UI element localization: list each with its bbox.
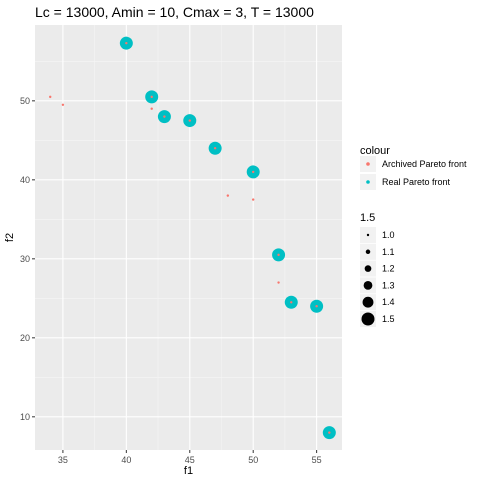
legend-size-label: 1.0 bbox=[382, 230, 395, 240]
x-tick-label: 45 bbox=[185, 455, 195, 465]
x-tick-label: 50 bbox=[248, 455, 258, 465]
legend-size-label: 1.4 bbox=[382, 297, 395, 307]
legend-size-swatch bbox=[365, 249, 371, 255]
archived-pareto-front-point bbox=[150, 107, 153, 110]
archived-pareto-front-point bbox=[150, 95, 153, 99]
archived-pareto-front-point bbox=[251, 170, 255, 174]
legend-colour-swatch bbox=[366, 180, 370, 184]
archived-pareto-front-point bbox=[226, 194, 230, 197]
y-tick-label: 30 bbox=[20, 254, 30, 264]
archived-pareto-front-point bbox=[213, 147, 217, 150]
legend-colour-keys: Archived Pareto front Real Pareto front bbox=[360, 156, 467, 190]
legend-colour-label: Real Pareto front bbox=[382, 177, 451, 187]
points-layer bbox=[49, 36, 336, 440]
x-tick-label: 40 bbox=[121, 455, 131, 465]
legend-colour-swatch bbox=[366, 162, 370, 166]
plot-panel bbox=[35, 25, 342, 450]
legend-colour-label: Archived Pareto front bbox=[382, 159, 467, 169]
y-axis-title: f2 bbox=[4, 233, 16, 242]
y-tick-label: 10 bbox=[20, 412, 30, 422]
legend-size-swatch bbox=[364, 265, 372, 272]
archived-pareto-front-point bbox=[290, 301, 293, 304]
archived-pareto-front-point bbox=[125, 41, 128, 45]
archived-pareto-front-point bbox=[188, 119, 191, 122]
x-tick-label: 35 bbox=[58, 455, 68, 465]
legend-size-title: 1.5 bbox=[360, 212, 375, 224]
legend-size-label: 1.5 bbox=[382, 314, 395, 324]
x-tick-label: 55 bbox=[312, 455, 322, 465]
legend-size-keys: 1.0 1.1 1.2 1.3 1.4 1.5 bbox=[360, 227, 395, 327]
legend-colour-title: colour bbox=[360, 145, 390, 157]
archived-pareto-front-point bbox=[251, 198, 255, 201]
legend-size-label: 1.3 bbox=[382, 280, 395, 290]
archived-pareto-front-point bbox=[163, 115, 166, 118]
x-axis-title: f1 bbox=[184, 465, 193, 477]
y-tick-label: 20 bbox=[20, 333, 30, 343]
legend-size-label: 1.1 bbox=[382, 247, 395, 257]
axis-ticks: 35 40 45 50 55 10 20 30 40 50 bbox=[20, 96, 322, 465]
archived-pareto-front-point bbox=[61, 103, 65, 106]
grid-major bbox=[35, 25, 342, 450]
legend-size-swatch bbox=[366, 233, 370, 237]
legend-size-label: 1.2 bbox=[382, 264, 395, 274]
chart-title: Lc = 13000, Amin = 10, Cmax = 3, T = 130… bbox=[35, 4, 314, 20]
y-tick-label: 40 bbox=[20, 175, 30, 185]
archived-pareto-front-point bbox=[277, 253, 280, 257]
archived-pareto-front-point bbox=[277, 281, 280, 284]
y-tick-label: 50 bbox=[20, 96, 30, 106]
legend: colour Archived Pareto front Real Pareto … bbox=[360, 145, 467, 327]
archived-pareto-front-point bbox=[315, 305, 318, 308]
archived-pareto-front-point bbox=[328, 431, 331, 434]
legend-size-swatch bbox=[363, 281, 373, 290]
legend-size-swatch bbox=[361, 312, 375, 326]
legend-size-swatch bbox=[362, 296, 374, 308]
archived-pareto-front-point bbox=[49, 95, 52, 99]
